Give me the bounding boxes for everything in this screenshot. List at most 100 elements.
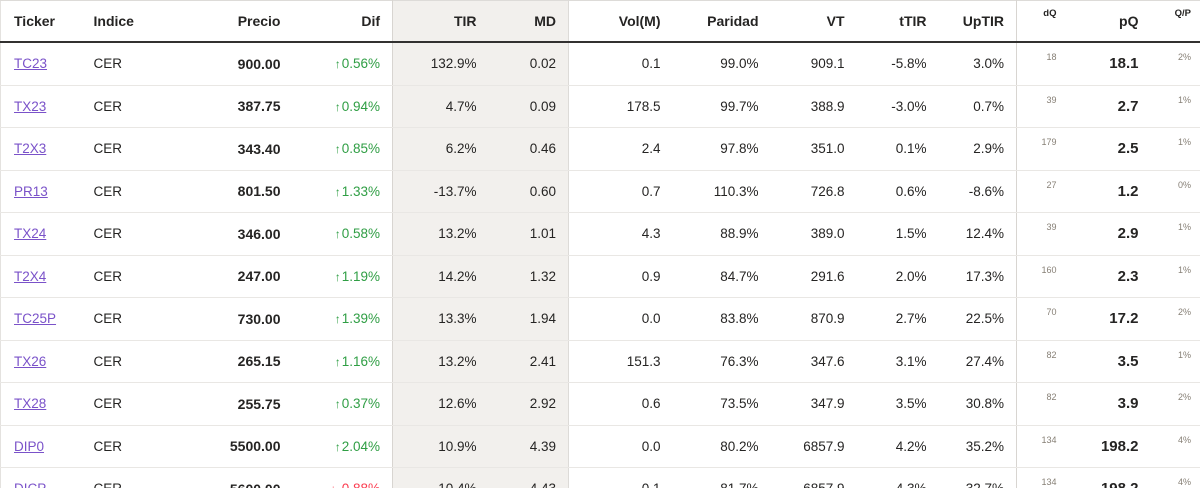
cell-uptir: 35.2% xyxy=(938,425,1017,468)
column-header-indice[interactable]: Indice xyxy=(80,0,173,43)
cell-indice: CER xyxy=(80,425,173,468)
column-header-qp[interactable]: Q/P xyxy=(1150,0,1200,43)
column-header-dif[interactable]: Dif xyxy=(292,0,393,43)
ticker-link[interactable]: T2X3 xyxy=(14,141,47,157)
cell-vt: 351.0 xyxy=(770,127,857,171)
column-header-md[interactable]: MD xyxy=(488,0,569,43)
cell-vol: 2.4 xyxy=(568,127,673,171)
table-row[interactable]: T2X3 CER 343.40 ↑0.85% 6.2% 0.46 2.4 97.8% 351.0… xyxy=(0,127,1200,171)
cell-pq: 1.2 xyxy=(1068,170,1151,213)
table-row[interactable]: TC23 CER 900.00 ↑0.56% 132.9% 0.02 0.1 99.0% 909… xyxy=(0,42,1200,86)
column-header-tir[interactable]: TIR xyxy=(392,0,489,43)
cell-dq: 18 xyxy=(1016,42,1069,86)
cell-indice: CER xyxy=(80,382,173,426)
cell-tir: -13.7% xyxy=(392,170,489,213)
column-header-pq[interactable]: pQ xyxy=(1068,0,1151,43)
cell-precio: 387.75 xyxy=(172,85,293,128)
cell-qp: 1% xyxy=(1150,255,1200,298)
cell-md: 0.46 xyxy=(488,127,569,171)
cell-precio: 343.40 xyxy=(172,127,293,171)
column-header-precio[interactable]: Precio xyxy=(172,0,293,43)
cell-pq: 2.5 xyxy=(1068,127,1151,171)
cell-uptir: 2.9% xyxy=(938,127,1017,171)
dif-value: 1.16% xyxy=(341,353,380,369)
cell-vol: 0.0 xyxy=(568,425,673,468)
cell-paridad: 110.3% xyxy=(672,170,771,213)
cell-pq: 18.1 xyxy=(1068,42,1151,86)
cell-indice: CER xyxy=(80,467,173,488)
column-header-dq[interactable]: dQ xyxy=(1016,0,1069,43)
column-header-vol[interactable]: Vol(M) xyxy=(568,0,673,43)
ticker-link[interactable]: TC23 xyxy=(14,56,48,72)
cell-md: 0.60 xyxy=(488,170,569,213)
table-row[interactable]: T2X4 CER 247.00 ↑1.19% 14.2% 1.32 0.9 84.7% 291.… xyxy=(0,255,1200,298)
cell-ttir: -5.8% xyxy=(856,42,939,86)
cell-tir: 14.2% xyxy=(392,255,489,298)
table-row[interactable]: TX28 CER 255.75 ↑0.37% 12.6% 2.92 0.6 73.5% 347.… xyxy=(0,382,1200,426)
cell-qp: 1% xyxy=(1150,127,1200,171)
table-row[interactable]: DIP0 CER 5500.00 ↑2.04% 10.9% 4.39 0.0 80.2% 685… xyxy=(0,425,1200,468)
cell-ticker: DIP0 xyxy=(0,425,81,468)
dif-value: 1.19% xyxy=(341,268,380,284)
cell-ttir: 0.6% xyxy=(856,170,939,213)
cell-indice: CER xyxy=(80,170,173,213)
cell-dq: 39 xyxy=(1016,212,1069,256)
cell-uptir: 30.8% xyxy=(938,382,1017,426)
cell-ttir: 2.7% xyxy=(856,297,939,341)
cell-vt: 6857.9 xyxy=(770,467,857,488)
ticker-link[interactable]: DICP xyxy=(14,481,46,488)
table-row[interactable]: TC25P CER 730.00 ↑1.39% 13.3% 1.94 0.0 83.8% 870… xyxy=(0,297,1200,341)
column-header-ticker[interactable]: Ticker xyxy=(0,0,81,43)
column-header-ttir[interactable]: tTIR xyxy=(856,0,939,43)
cell-ttir: 3.5% xyxy=(856,382,939,426)
cell-vt: 389.0 xyxy=(770,212,857,256)
cell-precio: 265.15 xyxy=(172,340,293,383)
table-row[interactable]: PR13 CER 801.50 ↑1.33% -13.7% 0.60 0.7 110.3% 72… xyxy=(0,170,1200,213)
cell-pq: 2.7 xyxy=(1068,85,1151,128)
cell-qp: 2% xyxy=(1150,297,1200,341)
cell-uptir: 22.5% xyxy=(938,297,1017,341)
cell-qp: 2% xyxy=(1150,382,1200,426)
cell-md: 2.92 xyxy=(488,382,569,426)
cell-pq: 2.3 xyxy=(1068,255,1151,298)
ticker-link[interactable]: TC25P xyxy=(14,311,57,327)
up-arrow-icon: ↑ xyxy=(334,312,341,327)
table-row[interactable]: DICPCER5600.00↓-0.88%10.4%4.430.181.7%68… xyxy=(0,467,1200,488)
cell-uptir: 12.4% xyxy=(938,212,1017,256)
cell-vol: 0.1 xyxy=(568,467,673,488)
table-row[interactable]: TX26 CER 265.15 ↑1.16% 13.2% 2.41 151.3 76.3% 34… xyxy=(0,340,1200,383)
cell-precio: 5500.00 xyxy=(172,425,293,468)
ticker-link[interactable]: TX24 xyxy=(14,226,47,242)
cell-dq: 39 xyxy=(1016,85,1069,128)
cell-precio: 5600.00 xyxy=(172,467,293,488)
column-header-paridad[interactable]: Paridad xyxy=(672,0,771,43)
cell-ticker: PR13 xyxy=(0,170,81,213)
cell-dq: 82 xyxy=(1016,382,1069,426)
ticker-link[interactable]: TX23 xyxy=(14,98,47,114)
cell-vt: 347.6 xyxy=(770,340,857,383)
column-header-uptir[interactable]: UpTIR xyxy=(938,0,1017,43)
table-header: Ticker Indice Precio Dif TIR MD Vol(M) Paridad V… xyxy=(0,0,1200,43)
cell-vol: 0.7 xyxy=(568,170,673,213)
cell-dq: 82 xyxy=(1016,340,1069,383)
cell-ttir: 3.1% xyxy=(856,340,939,383)
cell-uptir: 32.7% xyxy=(938,467,1017,488)
dif-value: 1.39% xyxy=(341,311,380,327)
cell-dq: 160 xyxy=(1016,255,1069,298)
cell-md: 1.32 xyxy=(488,255,569,298)
up-arrow-icon: ↑ xyxy=(334,99,341,114)
cell-dif: ↑0.94% xyxy=(292,85,393,128)
ticker-link[interactable]: T2X4 xyxy=(14,268,47,284)
ticker-link[interactable]: TX26 xyxy=(14,353,47,369)
cell-vol: 4.3 xyxy=(568,212,673,256)
cell-qp: 1% xyxy=(1150,85,1200,128)
ticker-link[interactable]: DIP0 xyxy=(14,438,45,454)
ticker-link[interactable]: TX28 xyxy=(14,396,47,412)
table-row[interactable]: TX24 CER 346.00 ↑0.58% 13.2% 1.01 4.3 88.9% 389.… xyxy=(0,212,1200,256)
cell-paridad: 88.9% xyxy=(672,212,771,256)
ticker-link[interactable]: PR13 xyxy=(14,183,48,199)
column-header-vt[interactable]: VT xyxy=(770,0,857,43)
table-row[interactable]: TX23 CER 387.75 ↑0.94% 4.7% 0.09 178.5 99.7% 388… xyxy=(0,85,1200,128)
cell-md: 1.01 xyxy=(488,212,569,256)
